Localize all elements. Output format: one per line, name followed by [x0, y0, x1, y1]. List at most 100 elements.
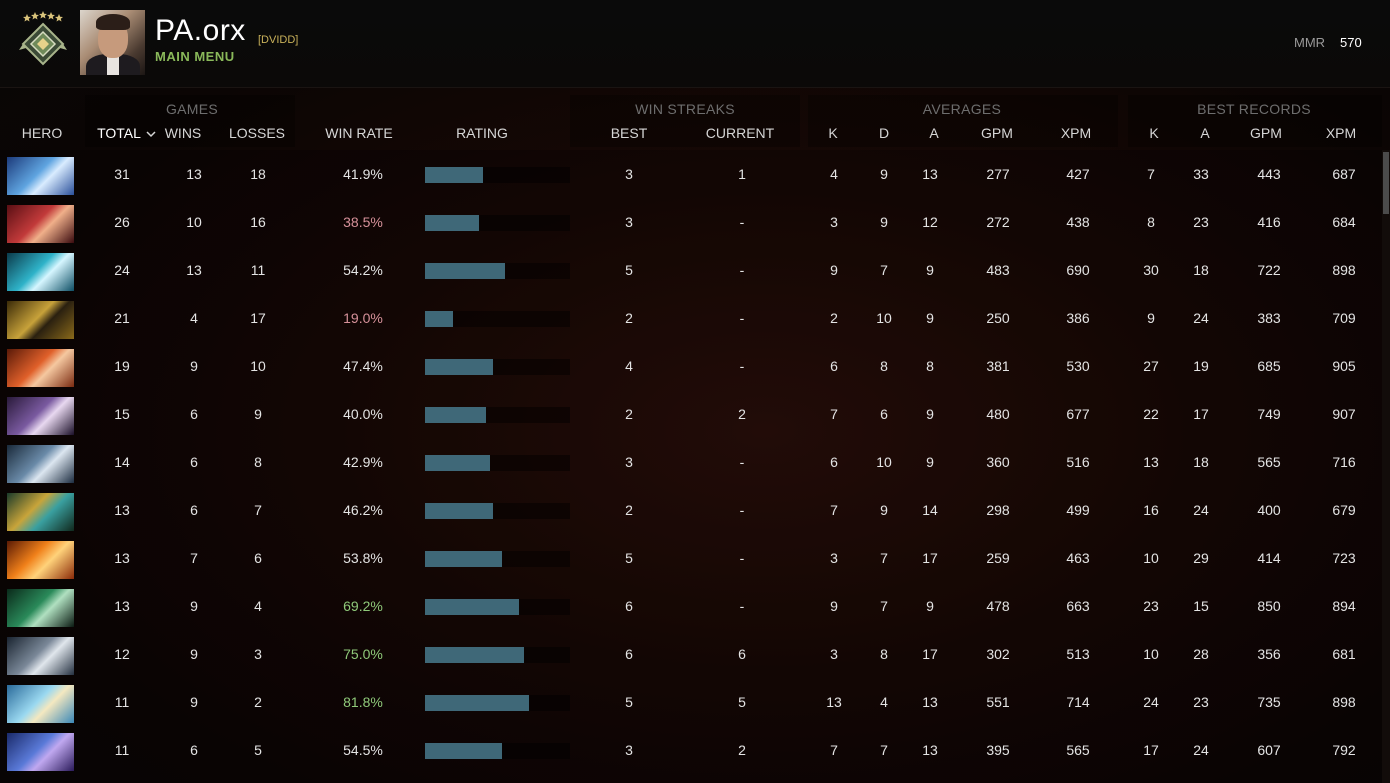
column-header-wins[interactable]: WINS — [164, 125, 202, 141]
table-row[interactable]: 11 6 5 54.5% 3 2 7 7 13 395 565 17 24 607 792 — [0, 727, 1382, 775]
avg-deaths-cell: 7 — [880, 598, 888, 614]
table-row[interactable]: 13 7 6 53.8% 5 - 3 7 17 259 463 10 29 414 723 — [0, 535, 1382, 583]
column-header-avg-xpm[interactable]: XPM — [1060, 125, 1092, 141]
column-header-avg-assists[interactable]: A — [929, 125, 939, 141]
table-row[interactable]: 12 9 3 75.0% 6 6 3 8 17 302 513 10 28 356 681 — [0, 631, 1382, 679]
hero-blue-armored-icon[interactable] — [7, 157, 74, 195]
total-games-cell: 11 — [114, 694, 130, 710]
avg-kills-cell: 2 — [830, 310, 838, 326]
table-row[interactable]: 13 9 4 69.2% 6 - 9 7 9 478 663 23 15 850 894 — [0, 583, 1382, 631]
hero-orange-hair-icon[interactable] — [7, 349, 74, 387]
hero-golden-helmet-icon[interactable] — [7, 301, 74, 339]
best-streak-cell: 2 — [625, 406, 633, 422]
best-gpm-cell: 416 — [1257, 214, 1281, 230]
column-header-losses[interactable]: LOSSES — [228, 125, 286, 141]
hero-gray-creature-icon[interactable] — [7, 637, 74, 675]
hero-pale-hood-icon[interactable] — [7, 445, 74, 483]
avg-gpm-cell: 259 — [986, 550, 1010, 566]
avg-gpm-cell: 381 — [986, 358, 1010, 374]
hero-red-queen-icon[interactable] — [7, 205, 74, 243]
column-header-best-kills[interactable]: K — [1149, 125, 1159, 141]
avg-assists-cell: 9 — [926, 310, 934, 326]
column-header-avg-deaths[interactable]: D — [878, 125, 890, 141]
best-streak-cell: 6 — [625, 646, 633, 662]
total-games-cell: 15 — [114, 406, 130, 422]
avg-gpm-cell: 480 — [986, 406, 1010, 422]
table-row[interactable]: 19 9 10 47.4% 4 - 6 8 8 381 530 27 19 685 905 — [0, 343, 1382, 391]
best-kills-cell: 8 — [1147, 214, 1155, 230]
table-row[interactable]: 24 13 11 54.2% 5 - 9 7 9 483 690 30 18 722 898 — [0, 247, 1382, 295]
scrollbar-thumb[interactable] — [1383, 152, 1389, 214]
rating-bar-track — [425, 167, 570, 183]
hero-light-cyan-icon[interactable] — [7, 685, 74, 723]
rating-bar-track — [425, 695, 570, 711]
column-header-total[interactable]: TOTAL — [97, 125, 141, 141]
best-kills-cell: 27 — [1143, 358, 1159, 374]
hero-blue-frog-icon[interactable] — [7, 733, 74, 771]
table-row[interactable]: 14 6 8 42.9% 3 - 6 10 9 360 516 13 18 565 716 — [0, 439, 1382, 487]
best-gpm-cell: 414 — [1257, 550, 1281, 566]
column-header-hero[interactable]: HERO — [21, 125, 63, 141]
main-menu-link[interactable]: MAIN MENU — [155, 49, 235, 64]
table-row[interactable]: 13 6 7 46.2% 2 - 7 9 14 298 499 16 24 400 679 — [0, 487, 1382, 535]
avg-assists-cell: 12 — [922, 214, 938, 230]
column-header-current-streak[interactable]: CURRENT — [705, 125, 775, 141]
rating-bar-track — [425, 359, 570, 375]
column-header-avg-gpm[interactable]: GPM — [981, 125, 1013, 141]
hero-masked-purple-icon[interactable] — [7, 397, 74, 435]
column-header-best-xpm[interactable]: XPM — [1325, 125, 1357, 141]
table-row[interactable]: 11 9 2 81.8% 5 5 13 4 13 551 714 24 23 735 898 — [0, 679, 1382, 727]
column-header-win-rate[interactable]: WIN RATE — [325, 125, 393, 141]
table-row[interactable]: 26 10 16 38.5% 3 - 3 9 12 272 438 8 23 416 684 — [0, 199, 1382, 247]
table-row[interactable]: 31 13 18 41.9% 3 1 4 9 13 277 427 7 33 443 687 — [0, 151, 1382, 199]
table-row[interactable]: 21 4 17 19.0% 2 - 2 10 9 250 386 9 24 383 709 — [0, 295, 1382, 343]
best-streak-cell: 5 — [625, 262, 633, 278]
rating-bar-fill — [425, 263, 505, 279]
avg-kills-cell: 13 — [826, 694, 842, 710]
hero-green-assassin-icon[interactable] — [7, 589, 74, 627]
wins-cell: 9 — [190, 646, 198, 662]
wins-cell: 10 — [186, 214, 202, 230]
current-streak-cell: - — [739, 454, 745, 470]
best-gpm-cell: 722 — [1257, 262, 1281, 278]
column-header-best-streak[interactable]: BEST — [610, 125, 648, 141]
total-games-cell: 12 — [114, 646, 130, 662]
rating-bar-track — [425, 215, 570, 231]
best-assists-cell: 24 — [1193, 310, 1209, 326]
hero-teal-goggles-icon[interactable] — [7, 493, 74, 531]
best-gpm-cell: 607 — [1257, 742, 1281, 758]
best-xpm-cell: 905 — [1332, 358, 1356, 374]
losses-cell: 9 — [254, 406, 262, 422]
column-header-best-assists[interactable]: A — [1200, 125, 1210, 141]
rating-bar-fill — [425, 455, 490, 471]
avg-xpm-cell: 499 — [1066, 502, 1090, 518]
best-kills-cell: 10 — [1143, 646, 1159, 662]
best-xpm-cell: 723 — [1332, 550, 1356, 566]
total-games-cell: 21 — [114, 310, 130, 326]
best-assists-cell: 23 — [1193, 214, 1209, 230]
avg-assists-cell: 17 — [922, 646, 938, 662]
total-games-cell: 11 — [114, 742, 130, 758]
best-gpm-cell: 735 — [1257, 694, 1281, 710]
best-kills-cell: 30 — [1143, 262, 1159, 278]
hero-fire-phoenix-icon[interactable] — [7, 541, 74, 579]
column-header-avg-kills[interactable]: K — [828, 125, 838, 141]
hero-water-wave-icon[interactable] — [7, 253, 74, 291]
rating-bar-track — [425, 647, 570, 663]
avg-deaths-cell: 9 — [880, 214, 888, 230]
losses-cell: 16 — [250, 214, 266, 230]
win-streaks-group-bg — [570, 95, 800, 147]
player-avatar[interactable] — [80, 10, 145, 75]
table-scrollbar[interactable] — [1382, 150, 1390, 783]
avg-xpm-cell: 530 — [1066, 358, 1090, 374]
column-header-rating[interactable]: RATING — [456, 125, 508, 141]
table-row[interactable]: 15 6 9 40.0% 2 2 7 6 9 480 677 22 17 749 907 — [0, 391, 1382, 439]
avg-gpm-cell: 302 — [986, 646, 1010, 662]
avg-gpm-cell: 483 — [986, 262, 1010, 278]
best-gpm-cell: 356 — [1257, 646, 1281, 662]
current-streak-cell: 5 — [738, 694, 746, 710]
best-xpm-cell: 681 — [1332, 646, 1356, 662]
best-xpm-cell: 907 — [1332, 406, 1356, 422]
column-header-best-gpm[interactable]: GPM — [1250, 125, 1282, 141]
best-kills-cell: 23 — [1143, 598, 1159, 614]
